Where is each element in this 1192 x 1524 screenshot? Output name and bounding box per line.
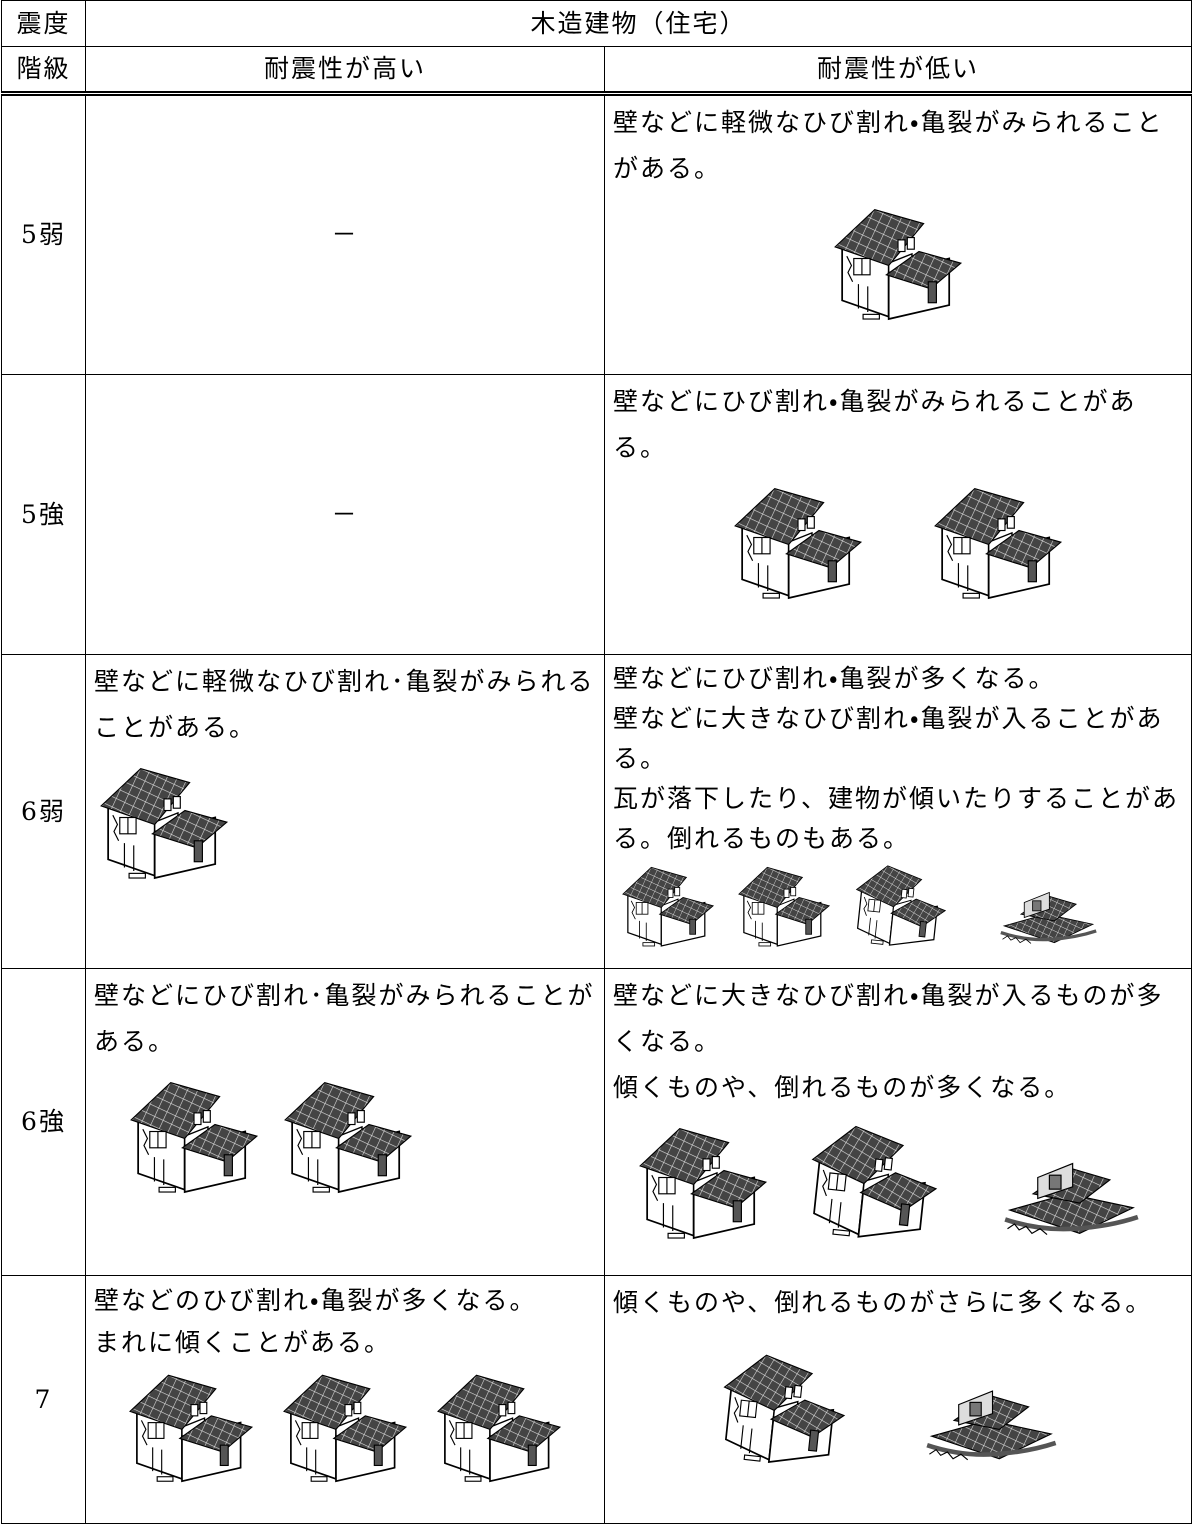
text: 壁などにひび割れ・亀裂がみられることがある。 <box>613 387 1137 462</box>
row: 5弱 － 壁などに軽微なひび割れ・亀裂がみられることがある。 <box>1 93 1192 375</box>
high-cell: － <box>85 374 605 655</box>
text: 壁などに大きなひび割れ・亀裂が入ることがある。 <box>613 704 1164 773</box>
text: まれに傾くことがある。 <box>94 1328 392 1357</box>
house-illustration <box>850 862 950 951</box>
text: 壁などにひび割れ・亀裂が多くなる。 <box>613 664 1056 693</box>
high-cell: 壁などに軽微なひび割れ･亀裂がみられることがある。 <box>85 654 605 969</box>
header-high: 耐震性が高い <box>85 46 605 96</box>
text: 傾くものや、倒れるものがさらに多くなる。 <box>613 1288 1153 1317</box>
text: 壁などにひび割れ･亀裂がみられることがある。 <box>94 981 595 1056</box>
text: 壁などに軽微なひび割れ・亀裂がみられることがある。 <box>613 108 1164 183</box>
house-illustration <box>283 1374 407 1483</box>
text: 瓦が落下したり、建物が傾いたりすることがある。倒れるものもある。 <box>613 784 1180 853</box>
header-low: 耐震性が低い <box>603 46 1192 96</box>
low-cell: 壁などに軽微なひび割れ・亀裂がみられることがある。 <box>603 93 1192 375</box>
house-illustration <box>804 1121 943 1245</box>
figures <box>613 477 1183 605</box>
header-group: 木造建物（住宅） <box>84 0 1192 47</box>
house-illustration <box>639 1127 767 1239</box>
collapsed-house-illustration <box>999 890 1098 946</box>
text: 壁などのひび割れ・亀裂が多くなる。 <box>94 1286 537 1315</box>
house-illustration <box>437 1374 561 1483</box>
house-illustration <box>284 1081 412 1193</box>
low-cell: 壁などにひび割れ・亀裂が多くなる。壁などに大きなひび割れ・亀裂が入ることがある。… <box>603 654 1192 969</box>
level: 7 <box>1 1275 86 1524</box>
header-row: 震度 木造建物（住宅） <box>1 0 1192 47</box>
low-cell: 傾くものや、倒れるものがさらに多くなる。 <box>603 1275 1192 1524</box>
figures <box>613 859 1183 951</box>
text: 壁などに軽微なひび割れ･亀裂がみられることがある。 <box>94 667 595 742</box>
row: 6強 壁などにひび割れ･亀裂がみられることがある。 壁などに大きなひび割れ・亀裂… <box>1 968 1192 1276</box>
level: 6弱 <box>1 654 86 969</box>
house-illustration <box>934 487 1062 599</box>
figures <box>94 1071 596 1199</box>
low-cell: 壁などに大きなひび割れ・亀裂が入るものが多くなる。傾くものや、倒れるものが多くな… <box>603 968 1192 1276</box>
low-cell: 壁などにひび割れ・亀裂がみられることがある。 <box>603 374 1192 655</box>
house-illustration <box>129 1374 253 1483</box>
high-cell: 壁などのひび割れ・亀裂が多くなる。 まれに傾くことがある。 <box>85 1275 605 1524</box>
house-illustration <box>130 1081 258 1193</box>
collapsed-house-illustration <box>893 1346 1083 1470</box>
house-illustration <box>622 866 714 947</box>
row: 5強 － 壁などにひび割れ・亀裂がみられることがある。 <box>1 374 1192 655</box>
figures <box>94 1364 596 1488</box>
collapsed-house-illustration <box>973 1117 1163 1245</box>
level: 5弱 <box>1 93 86 375</box>
figures <box>613 198 1183 326</box>
level: 5強 <box>1 374 86 655</box>
text: － <box>331 220 359 249</box>
house-illustration <box>834 208 962 320</box>
text: － <box>331 499 359 529</box>
figures <box>94 757 596 885</box>
header-row: 階級 耐震性が高い 耐震性が低い <box>1 46 1192 96</box>
house-illustration <box>100 767 228 879</box>
high-cell: 壁などにひび割れ･亀裂がみられることがある。 <box>85 968 605 1276</box>
house-illustration <box>734 487 862 599</box>
row: 6弱 壁などに軽微なひび割れ･亀裂がみられることがある。 壁などにひび割れ・亀裂… <box>1 654 1192 969</box>
figures <box>613 1117 1183 1245</box>
text: 壁などに大きなひび割れ・亀裂が入るものが多くなる。 <box>613 981 1164 1056</box>
header-level-bottom: 階級 <box>1 46 86 96</box>
house-illustration <box>738 866 830 947</box>
row: 7 壁などのひび割れ・亀裂が多くなる。 まれに傾くことがある。 傾くものや、倒れる… <box>1 1275 1192 1524</box>
level: 6強 <box>1 968 86 1276</box>
high-cell: － <box>85 93 605 375</box>
header-level-top: 震度 <box>1 0 86 47</box>
text: 傾くものや、倒れるものが多くなる。 <box>613 1073 1072 1102</box>
figures <box>613 1346 1183 1470</box>
house-illustration <box>716 1350 851 1470</box>
